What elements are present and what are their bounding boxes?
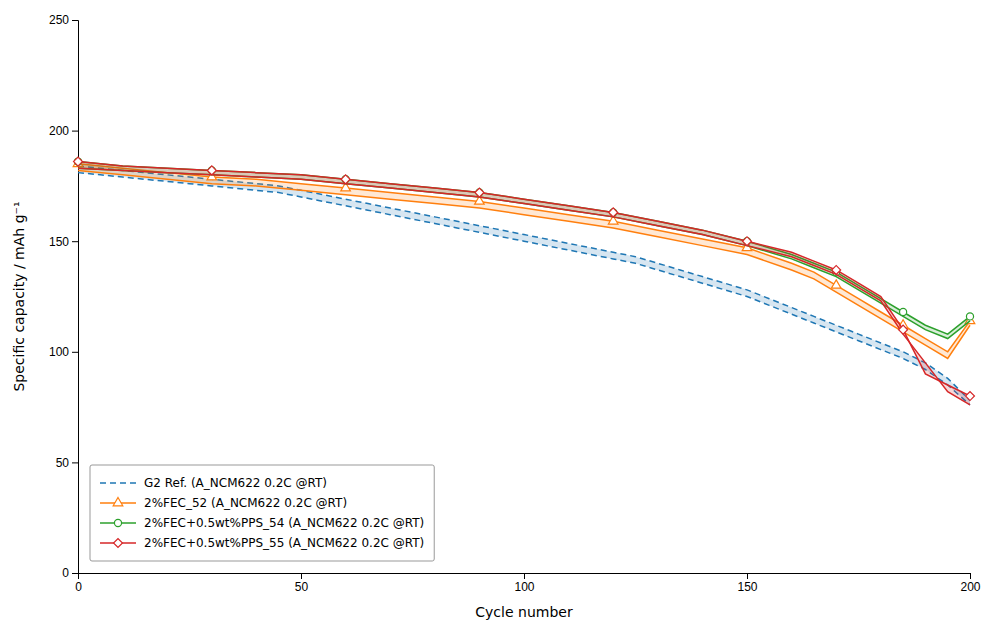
marker [207,166,216,175]
y-tick-mark [72,573,78,574]
x-axis-line [79,574,971,580]
series [74,158,973,339]
x-tick-mark [970,573,971,579]
y-tick: 100 [49,345,78,359]
y-tick-mark [72,20,78,21]
x-tick-label: 50 [295,580,309,594]
y-tick: 0 [62,566,78,580]
y-axis: 0 50 100 150 200 250 [49,13,79,580]
legend-marker [114,539,123,548]
series [73,158,975,358]
x-tick: 100 [514,573,534,594]
x-tick: 0 [75,573,82,594]
y-tick-label: 50 [56,456,70,470]
legend-label: 2%FEC+0.5wt%PPS_55 (A_NCM622 0.2C @RT) [144,536,424,550]
x-tick-label: 150 [737,580,757,594]
plot-area [73,157,975,405]
legend-item: 2%FEC+0.5wt%PPS_55 (A_NCM622 0.2C @RT) [100,536,424,550]
y-tick: 200 [49,124,78,138]
marker [342,176,349,183]
marker [341,175,350,184]
marker [832,265,841,274]
capacity-band [78,162,970,405]
y-tick-mark [72,352,78,353]
y-tick-mark [72,462,78,463]
legend-item: 2%FEC_52 (A_NCM622 0.2C @RT) [100,496,347,510]
marker [74,158,81,165]
marker [476,189,483,196]
legend-item: G2 Ref. (A_NCM622 0.2C @RT) [100,476,327,490]
capacity-band [78,164,970,359]
charge-line [78,164,970,352]
y-axis-title: Specific capacity / mAh g⁻¹ [11,201,27,391]
legend-swatch [100,482,136,484]
discharge-line [78,168,970,405]
x-tick-mark [747,573,748,579]
discharge-line [78,168,970,338]
y-tick-mark [72,241,78,242]
marker [74,157,83,166]
legend-label: G2 Ref. (A_NCM622 0.2C @RT) [144,476,327,490]
legend: G2 Ref. (A_NCM622 0.2C @RT) 2%FEC_52 (A_N… [90,465,434,561]
marker [743,238,750,245]
y-tick-label: 250 [49,13,69,27]
y-tick-mark [72,131,78,132]
legend-label: 2%FEC_52 (A_NCM622 0.2C @RT) [144,496,347,510]
marker [475,188,484,197]
x-tick-mark [524,573,525,579]
y-tick-label: 150 [49,235,69,249]
series [74,157,975,405]
x-tick-label: 200 [960,580,980,594]
marker [966,392,975,401]
y-tick-label: 200 [49,124,69,138]
legend-item: 2%FEC+0.5wt%PPS_54 (A_NCM622 0.2C @RT) [100,516,424,530]
y-axis-line [72,21,79,574]
charge-line [78,162,970,396]
y-tick-label: 0 [62,566,69,580]
x-axis-title: Cycle number [475,604,573,620]
y-tick: 150 [49,235,78,249]
y-tick: 50 [56,456,78,470]
y-tick: 250 [49,13,78,27]
y-tick-label: 100 [49,345,69,359]
marker [208,167,215,174]
x-tick: 150 [737,573,757,594]
x-axis: 0 50 100 150 200 [75,573,981,594]
capacity-band [78,162,970,339]
marker [743,237,752,246]
marker [900,308,907,315]
marker [966,313,973,320]
legend-box [90,465,434,561]
marker [899,325,908,334]
x-tick: 50 [295,573,309,594]
legend-marker [113,497,123,505]
legend-marker [114,519,121,526]
x-tick-label: 100 [514,580,534,594]
x-tick-label: 0 [75,580,82,594]
chart: 0 50 100 150 200 0 50 100 150 200 250 Cycle number S… [0,0,1000,635]
legend-label: 2%FEC+0.5wt%PPS_54 (A_NCM622 0.2C @RT) [144,516,424,530]
marker [831,280,841,288]
marker [610,209,617,216]
charge-line [78,162,970,335]
x-tick: 200 [960,573,980,594]
marker [609,208,618,217]
x-tick-mark [301,573,302,579]
